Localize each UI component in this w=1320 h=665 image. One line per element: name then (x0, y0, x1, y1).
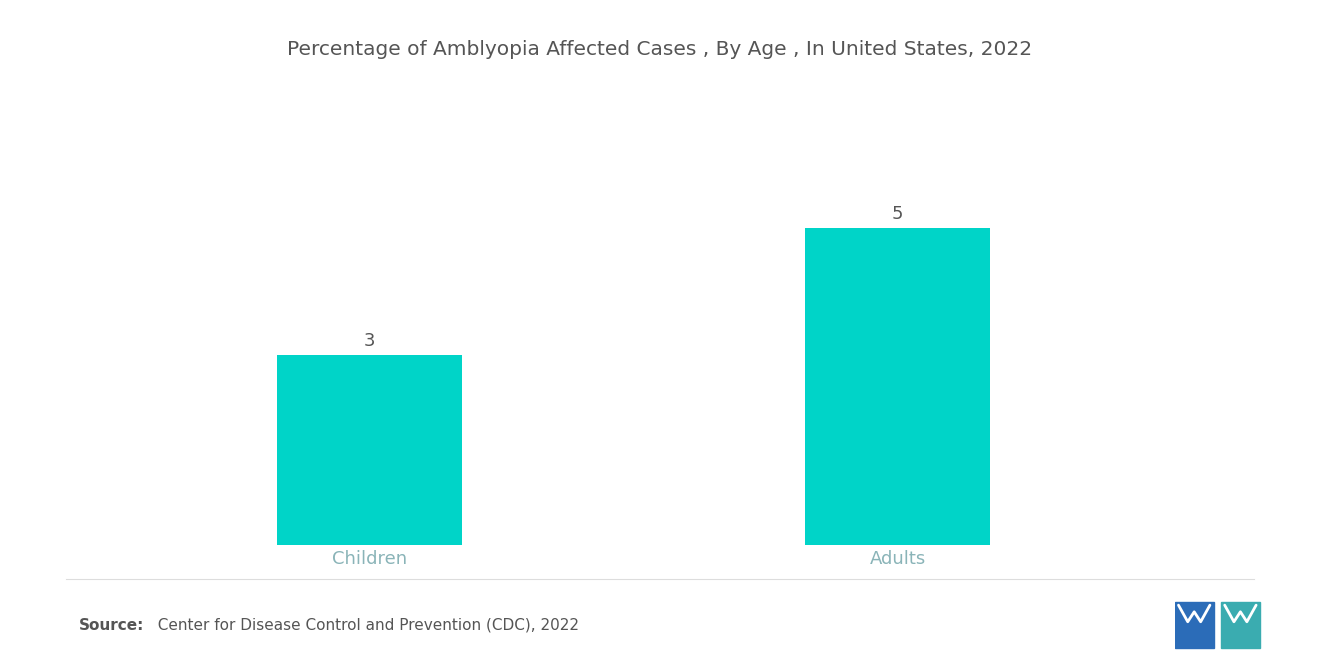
Text: Percentage of Amblyopia Affected Cases , By Age , In United States, 2022: Percentage of Amblyopia Affected Cases ,… (288, 40, 1032, 59)
Bar (1221, 602, 1259, 648)
Text: 5: 5 (892, 205, 903, 223)
Bar (1175, 602, 1213, 648)
Bar (277, 355, 462, 545)
Text: Source:: Source: (79, 618, 145, 632)
Bar (805, 228, 990, 545)
Text: Center for Disease Control and Prevention (CDC), 2022: Center for Disease Control and Preventio… (148, 618, 579, 632)
Text: 3: 3 (364, 332, 375, 350)
